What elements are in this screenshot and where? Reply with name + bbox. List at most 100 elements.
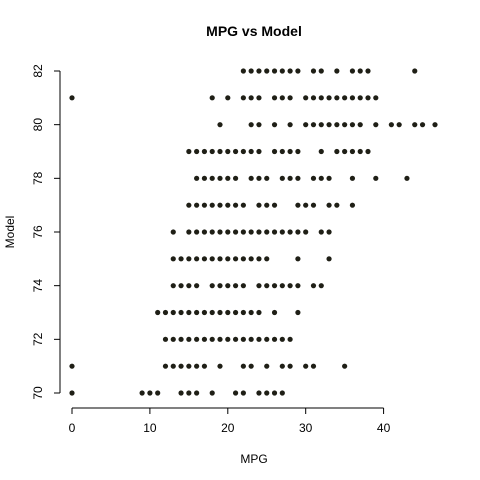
data-point xyxy=(295,68,301,74)
data-point xyxy=(217,336,223,342)
data-point xyxy=(256,283,262,289)
data-point xyxy=(295,309,301,316)
data-point xyxy=(287,122,293,128)
data-point xyxy=(342,122,348,128)
data-point xyxy=(279,336,285,342)
data-point xyxy=(209,390,215,396)
data-point xyxy=(349,122,356,128)
data-point xyxy=(232,390,239,396)
data-point xyxy=(178,336,184,342)
data-point xyxy=(240,202,246,208)
data-point xyxy=(217,256,223,262)
data-point xyxy=(365,68,371,74)
data-point xyxy=(279,175,285,181)
data-point xyxy=(217,175,223,181)
chart-title: MPG vs Model xyxy=(206,23,302,39)
data-point xyxy=(256,95,262,101)
data-point xyxy=(209,256,215,262)
data-point xyxy=(162,336,169,342)
data-point xyxy=(279,390,285,396)
data-point xyxy=(373,122,379,128)
data-point xyxy=(209,175,215,181)
data-point xyxy=(170,229,176,235)
data-point xyxy=(256,175,262,181)
data-point xyxy=(217,229,223,235)
data-point xyxy=(240,309,246,316)
x-tick-label: 30 xyxy=(299,421,313,435)
data-point xyxy=(349,95,356,101)
data-point xyxy=(264,229,270,235)
data-point xyxy=(225,148,231,155)
data-point xyxy=(303,229,309,235)
data-point xyxy=(256,148,262,155)
data-point xyxy=(279,148,285,155)
data-point xyxy=(178,390,184,396)
data-point xyxy=(326,122,332,128)
y-axis-label: Model xyxy=(3,216,17,249)
data-point xyxy=(365,148,371,155)
data-point xyxy=(186,256,192,262)
data-point xyxy=(209,336,215,342)
data-point xyxy=(326,175,332,181)
data-point xyxy=(232,309,239,316)
data-point xyxy=(295,229,301,235)
data-point xyxy=(310,363,317,369)
data-point xyxy=(310,122,317,128)
data-point xyxy=(232,229,239,235)
data-point xyxy=(256,336,262,342)
data-point xyxy=(357,68,363,74)
data-point xyxy=(287,363,293,369)
data-point xyxy=(186,229,192,235)
data-point xyxy=(349,148,356,155)
data-point xyxy=(419,122,426,128)
data-point xyxy=(271,229,278,235)
data-point xyxy=(232,336,239,342)
data-point xyxy=(318,229,324,235)
data-point xyxy=(201,309,208,316)
data-point xyxy=(178,363,184,369)
data-points xyxy=(69,68,438,396)
data-point xyxy=(186,148,192,155)
data-point xyxy=(225,95,231,101)
data-point xyxy=(194,363,200,369)
data-point xyxy=(178,256,184,262)
data-point xyxy=(334,122,340,128)
data-point xyxy=(225,202,231,208)
data-point xyxy=(279,68,285,74)
data-point xyxy=(271,390,278,396)
y-tick-label: 80 xyxy=(31,118,45,132)
data-point xyxy=(155,309,161,316)
data-point xyxy=(271,122,278,128)
data-point xyxy=(232,175,239,181)
data-point xyxy=(248,336,254,342)
data-point xyxy=(256,68,262,74)
data-point xyxy=(264,175,270,181)
data-point xyxy=(170,363,176,369)
x-tick-label: 40 xyxy=(377,421,391,435)
data-point xyxy=(396,122,402,128)
data-point xyxy=(326,229,332,235)
data-point xyxy=(264,283,270,289)
data-point xyxy=(194,148,200,155)
data-point xyxy=(388,122,394,128)
data-point xyxy=(256,309,262,316)
data-point xyxy=(178,283,184,289)
data-point xyxy=(225,283,231,289)
data-point xyxy=(248,229,254,235)
data-point xyxy=(287,283,293,289)
data-point xyxy=(357,148,363,155)
data-point xyxy=(303,202,309,208)
data-point xyxy=(412,122,418,128)
data-point xyxy=(432,122,438,128)
data-point xyxy=(139,390,145,396)
data-point xyxy=(209,148,215,155)
data-point xyxy=(170,283,176,289)
data-point xyxy=(69,363,75,369)
data-point xyxy=(217,122,223,128)
data-point xyxy=(303,363,309,369)
data-point xyxy=(279,95,285,101)
data-point xyxy=(240,390,246,396)
data-point xyxy=(209,309,215,316)
data-point xyxy=(217,283,223,289)
y-tick-label: 82 xyxy=(31,64,45,78)
